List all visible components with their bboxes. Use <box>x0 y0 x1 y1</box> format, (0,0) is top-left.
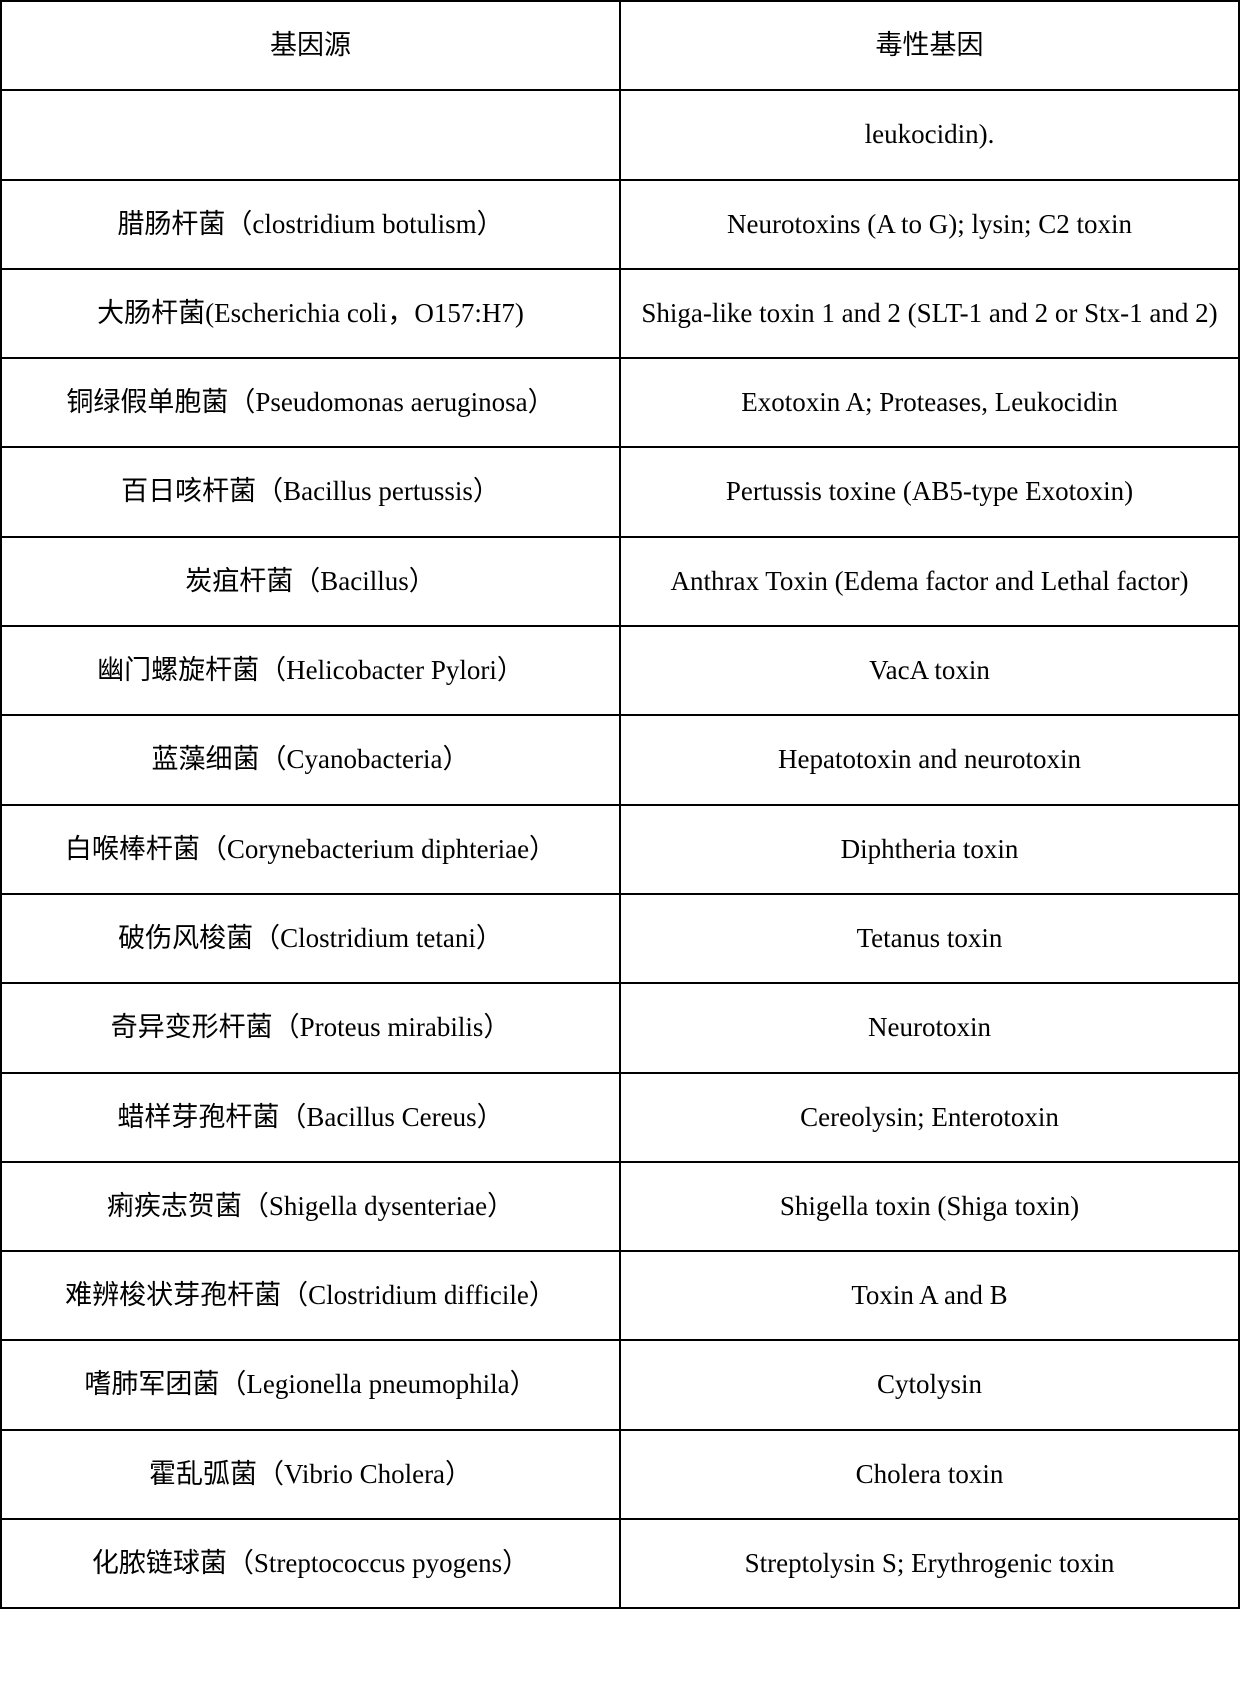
cell-source: 嗜肺军团菌（Legionella pneumophila） <box>1 1340 620 1429</box>
table-body: 基因源 毒性基因 leukocidin). 腊肠杆菌（clostridium b… <box>1 1 1239 1608</box>
cell-source <box>1 90 620 179</box>
cell-gene: Cytolysin <box>620 1340 1239 1429</box>
table-row: 痢疾志贺菌（Shigella dysenteriae） Shigella tox… <box>1 1162 1239 1251</box>
col-header-source: 基因源 <box>1 1 620 90</box>
table-row: 霍乱弧菌（Vibrio Cholera） Cholera toxin <box>1 1430 1239 1519</box>
cell-gene: Pertussis toxine (AB5-type Exotoxin) <box>620 447 1239 536</box>
cell-gene: Neurotoxins (A to G); lysin; C2 toxin <box>620 180 1239 269</box>
cell-gene: VacA toxin <box>620 626 1239 715</box>
cell-gene: Anthrax Toxin (Edema factor and Lethal f… <box>620 537 1239 626</box>
cell-source: 炭疽杆菌（Bacillus） <box>1 537 620 626</box>
cell-source: 百日咳杆菌（Bacillus pertussis） <box>1 447 620 536</box>
cell-gene: Hepatotoxin and neurotoxin <box>620 715 1239 804</box>
table-row: 炭疽杆菌（Bacillus） Anthrax Toxin (Edema fact… <box>1 537 1239 626</box>
cell-source: 幽门螺旋杆菌（Helicobacter Pylori） <box>1 626 620 715</box>
cell-source: 破伤风梭菌（Clostridium tetani） <box>1 894 620 983</box>
table-row: 腊肠杆菌（clostridium botulism） Neurotoxins (… <box>1 180 1239 269</box>
cell-gene: Exotoxin A; Proteases, Leukocidin <box>620 358 1239 447</box>
cell-source: 奇异变形杆菌（Proteus mirabilis） <box>1 983 620 1072</box>
cell-source: 化脓链球菌（Streptococcus pyogens） <box>1 1519 620 1608</box>
cell-source: 白喉棒杆菌（Corynebacterium diphteriae） <box>1 805 620 894</box>
cell-source: 难辨梭状芽孢杆菌（Clostridium difficile） <box>1 1251 620 1340</box>
table-row: 蓝藻细菌（Cyanobacteria） Hepatotoxin and neur… <box>1 715 1239 804</box>
cell-source: 痢疾志贺菌（Shigella dysenteriae） <box>1 1162 620 1251</box>
table-row: leukocidin). <box>1 90 1239 179</box>
cell-source: 腊肠杆菌（clostridium botulism） <box>1 180 620 269</box>
cell-gene: Toxin A and B <box>620 1251 1239 1340</box>
table-row: 奇异变形杆菌（Proteus mirabilis） Neurotoxin <box>1 983 1239 1072</box>
table-row: 幽门螺旋杆菌（Helicobacter Pylori） VacA toxin <box>1 626 1239 715</box>
table-row: 白喉棒杆菌（Corynebacterium diphteriae） Diphth… <box>1 805 1239 894</box>
table-row: 蜡样芽孢杆菌（Bacillus Cereus） Cereolysin; Ente… <box>1 1073 1239 1162</box>
table-row: 大肠杆菌(Escherichia coli，O157:H7) Shiga-lik… <box>1 269 1239 358</box>
cell-gene: Shigella toxin (Shiga toxin) <box>620 1162 1239 1251</box>
table-row: 铜绿假单胞菌（Pseudomonas aeruginosa） Exotoxin … <box>1 358 1239 447</box>
cell-gene: leukocidin). <box>620 90 1239 179</box>
cell-source: 铜绿假单胞菌（Pseudomonas aeruginosa） <box>1 358 620 447</box>
cell-gene: Neurotoxin <box>620 983 1239 1072</box>
cell-gene: Shiga-like toxin 1 and 2 (SLT-1 and 2 or… <box>620 269 1239 358</box>
page: 基因源 毒性基因 leukocidin). 腊肠杆菌（clostridium b… <box>0 0 1240 1609</box>
table-row: 嗜肺军团菌（Legionella pneumophila） Cytolysin <box>1 1340 1239 1429</box>
cell-source: 蜡样芽孢杆菌（Bacillus Cereus） <box>1 1073 620 1162</box>
table-header-row: 基因源 毒性基因 <box>1 1 1239 90</box>
toxin-table: 基因源 毒性基因 leukocidin). 腊肠杆菌（clostridium b… <box>0 0 1240 1609</box>
table-row: 百日咳杆菌（Bacillus pertussis） Pertussis toxi… <box>1 447 1239 536</box>
cell-source: 大肠杆菌(Escherichia coli，O157:H7) <box>1 269 620 358</box>
cell-gene: Cereolysin; Enterotoxin <box>620 1073 1239 1162</box>
table-row: 难辨梭状芽孢杆菌（Clostridium difficile） Toxin A … <box>1 1251 1239 1340</box>
table-row: 破伤风梭菌（Clostridium tetani） Tetanus toxin <box>1 894 1239 983</box>
cell-gene: Streptolysin S; Erythrogenic toxin <box>620 1519 1239 1608</box>
cell-gene: Cholera toxin <box>620 1430 1239 1519</box>
col-header-gene: 毒性基因 <box>620 1 1239 90</box>
cell-source: 霍乱弧菌（Vibrio Cholera） <box>1 1430 620 1519</box>
table-row: 化脓链球菌（Streptococcus pyogens） Streptolysi… <box>1 1519 1239 1608</box>
cell-source: 蓝藻细菌（Cyanobacteria） <box>1 715 620 804</box>
cell-gene: Diphtheria toxin <box>620 805 1239 894</box>
cell-gene: Tetanus toxin <box>620 894 1239 983</box>
